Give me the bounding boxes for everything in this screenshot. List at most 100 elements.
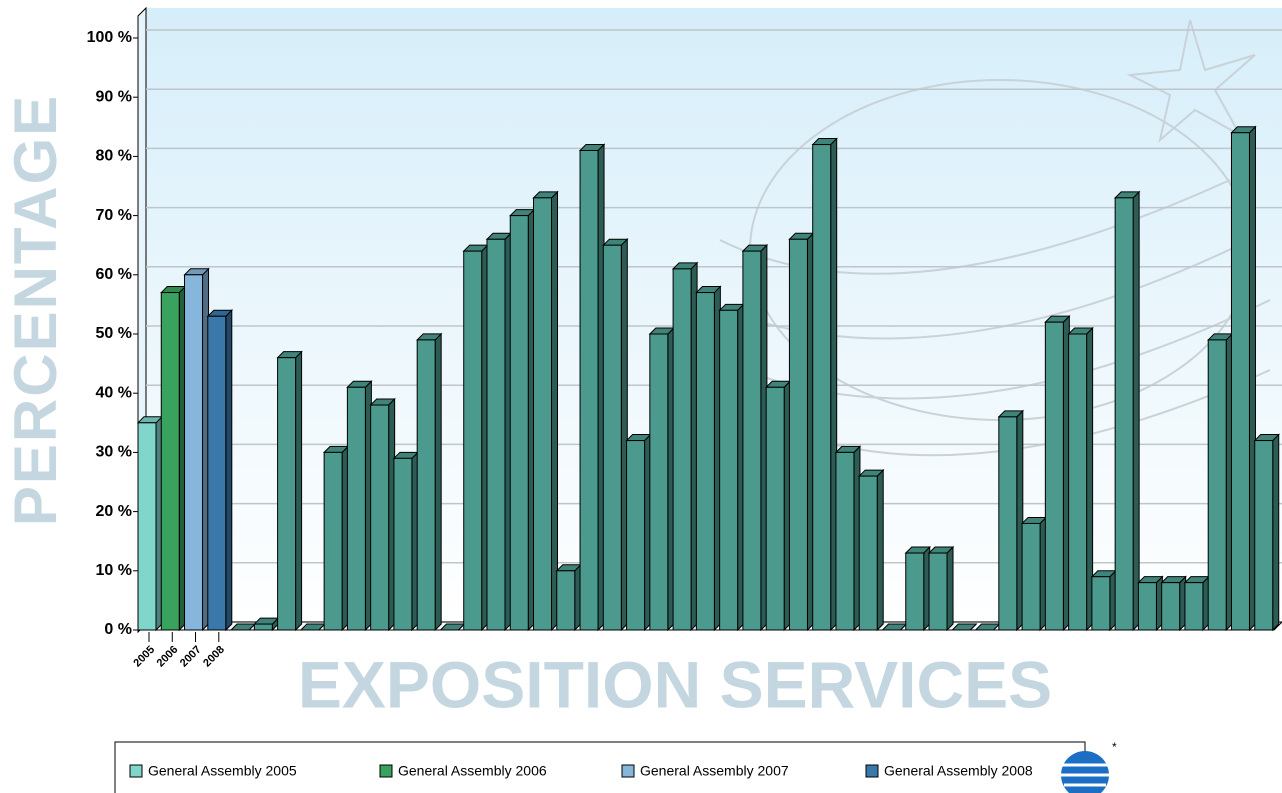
- bar: [394, 458, 412, 630]
- bar-side: [296, 352, 302, 630]
- svg-text:*: *: [1112, 740, 1117, 754]
- bar-group: [394, 452, 418, 630]
- bar: [1069, 334, 1087, 630]
- bar: [813, 145, 831, 630]
- bar-group: [138, 417, 162, 630]
- bar-group: [510, 210, 534, 630]
- bar: [1185, 583, 1203, 630]
- bar-group: [464, 245, 488, 630]
- bar: [510, 216, 528, 630]
- bar-group: [1255, 435, 1279, 630]
- bar: [371, 405, 389, 630]
- bar-group: [766, 381, 790, 630]
- x-tick-label: 2007: [178, 644, 204, 670]
- bar: [650, 334, 668, 630]
- bar: [557, 571, 575, 630]
- bar-group: [278, 352, 302, 630]
- bar-group: [371, 399, 395, 630]
- bar-group: [534, 192, 558, 630]
- bar: [1138, 583, 1156, 630]
- x-tick-label: 2006: [155, 644, 181, 670]
- bar-group: [720, 304, 744, 630]
- bar: [673, 269, 691, 630]
- legend-label: General Assembly 2007: [640, 763, 789, 779]
- bar: [1231, 133, 1249, 630]
- bar: [580, 150, 598, 630]
- bar-group: [1138, 577, 1162, 630]
- bar: [603, 245, 621, 630]
- bar-group: [673, 263, 697, 630]
- bar: [161, 293, 179, 630]
- bar: [534, 198, 552, 630]
- bar-group: [1115, 192, 1139, 630]
- y-tick-label: 60 %: [96, 266, 132, 283]
- bar-group: [254, 618, 278, 630]
- bar: [929, 553, 947, 630]
- bar-group: [627, 435, 651, 630]
- bar: [138, 423, 156, 630]
- bar-side: [947, 547, 953, 630]
- bar-group: [185, 269, 209, 630]
- x-tick-label: 2005: [131, 644, 157, 670]
- bar: [1022, 523, 1040, 630]
- bar-group: [859, 470, 883, 630]
- y-axis-title: PERCENTAGE: [2, 94, 69, 526]
- legend-swatch: [130, 765, 142, 777]
- legend-swatch: [866, 765, 878, 777]
- bar-group: [603, 239, 627, 630]
- bar-group: [650, 328, 674, 630]
- bar-group: [347, 381, 371, 630]
- bar: [627, 441, 645, 630]
- y-tick-label: 70 %: [96, 207, 132, 224]
- bar-group: [999, 411, 1023, 630]
- y-tick-label: 30 %: [96, 444, 132, 461]
- bar: [464, 251, 482, 630]
- legend-label: General Assembly 2008: [884, 763, 1033, 779]
- bar-group: [208, 310, 232, 630]
- y-tick-label: 40 %: [96, 384, 132, 401]
- bar-group: [696, 287, 720, 630]
- y-tick-label: 90 %: [96, 88, 132, 105]
- y-tick-label: 0 %: [104, 621, 132, 638]
- y-tick-label: 50 %: [96, 325, 132, 342]
- bar: [1115, 198, 1133, 630]
- y-tick-label: 80 %: [96, 148, 132, 165]
- bar-side: [435, 334, 441, 630]
- bar: [789, 239, 807, 630]
- y-tick-label: 100 %: [87, 29, 132, 46]
- bar-group: [324, 446, 348, 630]
- bar: [208, 316, 226, 630]
- legend-label: General Assembly 2005: [148, 763, 297, 779]
- bar-group: [1208, 334, 1232, 630]
- bar-group: [743, 245, 767, 630]
- bar-group: [1162, 577, 1186, 630]
- bar-group: [417, 334, 441, 630]
- bar-group: [906, 547, 930, 630]
- bar-side: [877, 470, 883, 630]
- legend-swatch: [380, 765, 392, 777]
- watermark-text: EXPOSITION SERVICES: [298, 647, 1052, 721]
- bar-group: [1022, 517, 1046, 630]
- bar-group: [580, 144, 604, 630]
- bar-group: [557, 565, 581, 630]
- bar: [1255, 441, 1273, 630]
- bar: [347, 387, 365, 630]
- bar-group: [1185, 577, 1209, 630]
- bar-group: [929, 547, 953, 630]
- bar: [766, 387, 784, 630]
- bar-group: [1045, 316, 1069, 630]
- bar-side: [226, 310, 232, 630]
- chart: PERCENTAGE EXPOSITION SERVICES 0 %10 %20…: [0, 0, 1282, 793]
- bar-group: [836, 446, 860, 630]
- bar: [836, 452, 854, 630]
- bar-group: [161, 287, 185, 630]
- bar: [859, 476, 877, 630]
- bar-side: [552, 192, 558, 630]
- bar: [254, 624, 272, 630]
- bar-group: [1092, 571, 1116, 630]
- bar: [696, 293, 714, 630]
- bar: [1208, 340, 1226, 630]
- bar-group: [813, 139, 837, 630]
- bar: [1045, 322, 1063, 630]
- bar-group: [1069, 328, 1093, 630]
